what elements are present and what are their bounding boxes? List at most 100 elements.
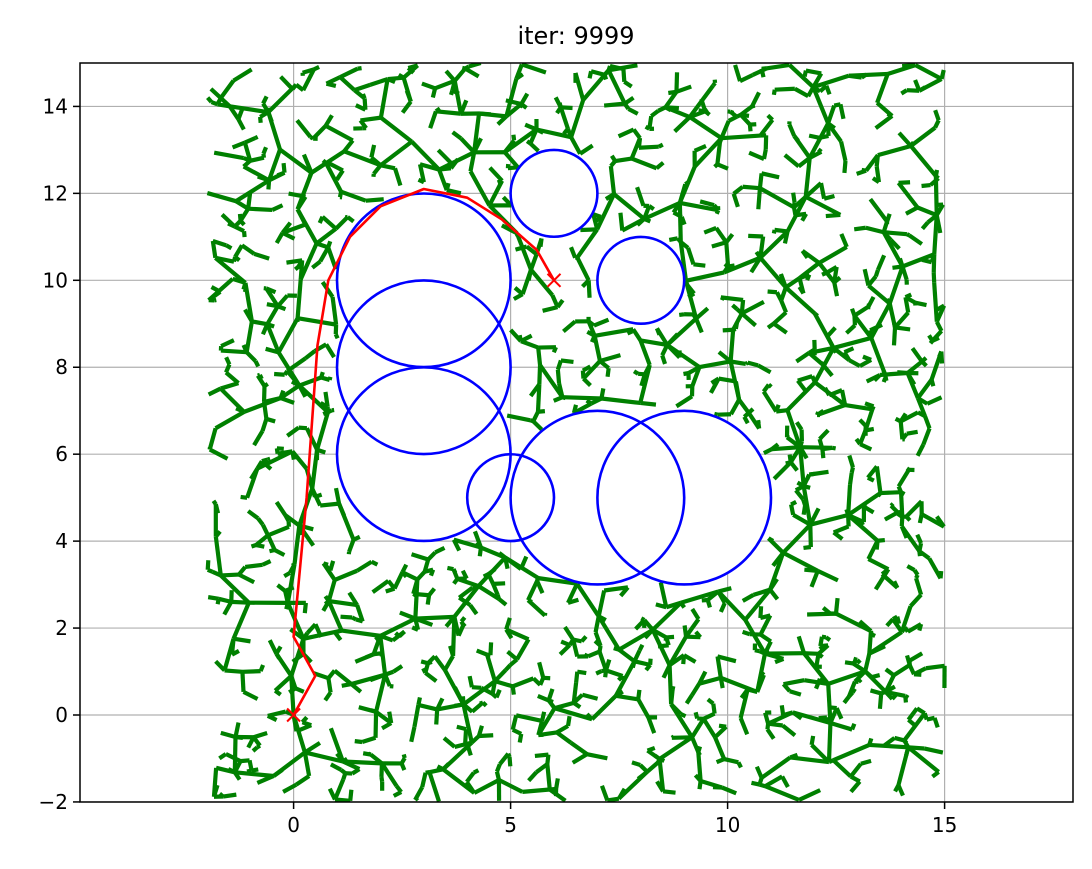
tree-edge [638,763,649,774]
tree-edge [694,306,710,321]
tree-edge [256,774,275,785]
tree-edge [374,674,388,713]
tree-edge [771,551,785,568]
tree-edge [912,568,920,577]
tree-edge [640,400,657,407]
tree-edge [220,348,247,355]
tree-edge [706,697,715,706]
tree-edge [284,585,295,593]
tree-edge [804,567,818,573]
tree-edge [587,70,594,79]
tree-edge [657,105,667,113]
tree-edge [723,255,762,275]
tree-edge [711,240,727,249]
tree-edge [327,376,333,381]
tree-edge [729,109,735,115]
tree-edge [808,471,816,477]
tree-edge [466,740,473,747]
tree-edge [278,147,313,175]
tree-edge [603,68,611,77]
tree-edge [304,349,317,361]
tree-edge [260,323,270,336]
tree-edge [410,140,441,172]
tree-edge [276,170,286,178]
tree-edge [895,509,903,516]
tree-edge [589,334,597,343]
tree-edge [631,760,641,768]
tree-edge [893,784,901,793]
tree-edge [718,602,727,613]
tree-edge [915,706,926,716]
tree-edge [522,787,550,794]
tree-edge [323,594,331,603]
tree-edge [214,410,246,431]
tree-edge [585,712,594,721]
tree-edge [349,682,363,694]
tree-edge [891,327,898,346]
tree-edge [809,512,849,527]
tree-edge [534,752,549,759]
tree-edge [805,473,812,481]
tree-edge [797,374,813,383]
tree-edge [265,323,281,354]
tree-edge [752,587,771,597]
tree-edge [585,318,591,323]
tree-edge [821,606,832,616]
tree-edge [566,582,579,604]
tree-edge [717,350,732,364]
tree-edge [456,724,467,732]
tree-edge [826,683,833,724]
tree-edge [434,78,456,91]
tree-edge [231,599,249,605]
tree-edge [759,632,773,644]
tree-edge [586,280,592,298]
tree-edge [874,540,880,550]
tree-edge [679,200,719,213]
tree-edge [644,663,652,672]
tree-edge [562,319,577,334]
tree-edge [847,454,855,468]
y-tick-label: 8 [55,355,68,379]
tree-edge [767,536,775,543]
obstacle-fill [510,149,598,237]
tree-edge [511,727,523,736]
tree-edge [274,231,285,245]
tree-edge [775,291,784,302]
tree-edge [632,649,642,663]
tree-edge [245,350,258,363]
tree-edge [567,597,580,605]
tree-edge [623,80,633,89]
tree-edge [789,460,799,472]
tree-edge [213,536,223,576]
tree-edge [494,679,514,689]
tree-edge [406,66,415,75]
tree-edge [540,711,547,722]
tree-edge [906,707,919,722]
tree-edge [220,572,239,578]
tree-edge [684,180,690,186]
tree-edge [896,468,911,488]
tree-edge [901,252,936,269]
tree-edge [602,74,609,81]
tree-edge [542,305,559,313]
tree-edge [781,682,792,693]
tree-edge [351,767,361,776]
tree-edge [289,627,305,641]
tree-edge [459,620,466,627]
tree-edge [636,689,642,700]
tree-edge [242,690,259,701]
tree-edge [758,606,764,619]
tree-edge [283,590,290,604]
tree-edge [271,203,284,212]
tree-edge [428,568,436,577]
tree-edge [606,69,627,105]
axis-ticks: 0 5 10 15 −2 0 2 4 6 8 10 12 14 [39,94,958,837]
tree-edge [802,70,808,78]
tree-edge [520,339,539,350]
tree-edge [338,75,356,92]
tree-edge [512,292,524,301]
tree-edge [435,109,462,116]
tree-edge [780,775,790,788]
tree-edge [766,63,790,71]
tree-edge [315,411,330,451]
